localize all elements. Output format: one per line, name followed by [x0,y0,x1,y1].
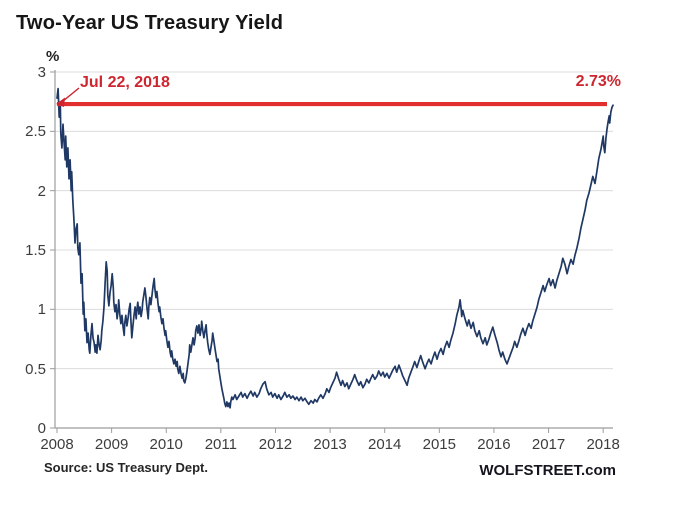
x-tick-label: 2014 [368,436,402,453]
x-tick-label: 2011 [204,436,237,453]
y-tick-label: 2 [37,182,46,200]
source-note: Source: US Treasury Dept. [44,460,208,475]
annotation-arrow [56,87,80,108]
chart-title: Two-Year US Treasury Yield [16,12,284,34]
brand-watermark: WOLFSTREET.com [479,462,616,479]
arrow-shaft [62,87,80,102]
annotation-date-label: Jul 22, 2018 [80,74,170,91]
y-tick-label: 1.5 [25,242,46,259]
x-tick-label: 2012 [258,436,293,453]
x-tick-label: 2016 [477,436,511,453]
axes [50,70,613,433]
y-tick-label: 1 [37,301,46,319]
x-tick-label: 2017 [531,436,566,453]
y-tick-label: 2.5 [25,123,46,141]
x-tick-label: 2018 [586,436,620,453]
y-tick-label: 0.5 [25,360,46,378]
y-tick-label: 0 [37,420,46,437]
y-tick-label: 3 [37,64,46,81]
y-axis-unit-label: % [46,48,60,65]
x-tick-label: 2009 [94,436,129,453]
x-tick-label: 2008 [40,436,74,453]
x-tick-label: 2010 [149,436,183,453]
x-tick-label: 2015 [422,436,456,453]
yield-line-series [56,87,614,409]
annotation-value-label: 2.73% [575,73,621,90]
x-tick-label: 2013 [313,436,347,453]
arrow-head [56,97,65,108]
